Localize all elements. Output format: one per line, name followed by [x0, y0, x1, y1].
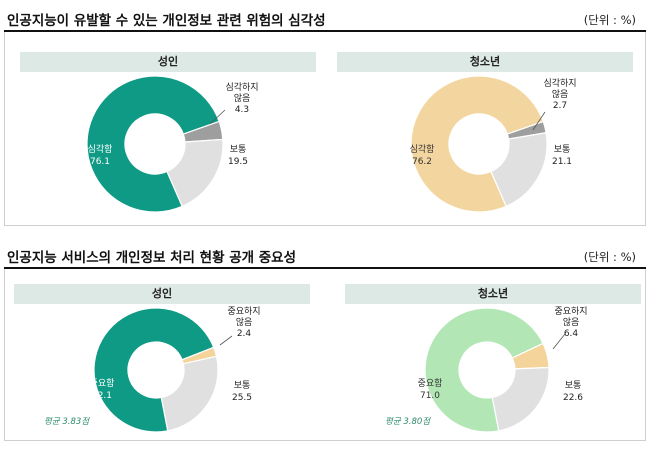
panel-title: 성인 — [20, 52, 316, 72]
slice-category-label: 심각함 — [88, 143, 113, 155]
section-disclosure-importance: 인공지능 서비스의 개인정보 처리 현황 공개 중요성 (단위 : %) 성인 … — [0, 236, 650, 442]
panel-title: 성인 — [14, 284, 310, 304]
slice-value-label: 19.5 — [228, 157, 248, 167]
donut-chart: 심각함 76.2 심각하지 않음2.7 보통 21.1 — [410, 75, 577, 213]
slice-category-label: 중요하지 않음 — [227, 306, 260, 328]
donut-slice — [410, 75, 544, 213]
slice-value-label: 76.2 — [412, 157, 432, 167]
donut-slice — [424, 307, 544, 433]
leader-line — [552, 333, 566, 350]
donut-slice — [490, 132, 548, 208]
section-frame — [4, 32, 646, 226]
slice-category-label: 보통 — [554, 144, 571, 155]
panel-title: 청소년 — [345, 284, 641, 304]
donut-slice — [491, 366, 550, 432]
donut-chart: 중요함 72.1 중요하지 않음2.4 보통 25.5 — [90, 306, 261, 433]
slice-value-label: 71.0 — [420, 391, 440, 401]
slice-value-label: 25.5 — [232, 393, 252, 403]
section-title: 인공지능 서비스의 개인정보 처리 현황 공개 중요성 — [7, 250, 297, 266]
slice-category-label: 보통 — [234, 380, 251, 391]
slice-value-label: 2.7 — [553, 101, 567, 111]
leader-line — [532, 111, 546, 131]
leader-line — [219, 335, 233, 346]
donut-slice — [93, 307, 215, 433]
chart-panel-adult: 성인 중요함 72.1 중요하지 않음 2.4 보통 25.5 평균 3.83점 — [14, 284, 310, 439]
slice-category-label: 심각하지 않음 — [225, 81, 258, 104]
section-title: 인공지능이 유발할 수 있는 개인정보 관련 위험의 심각성 — [7, 13, 326, 29]
donut-slice — [166, 138, 224, 208]
slice-value-label: 76.1 — [90, 157, 110, 167]
slice-value-label: 2.4 — [237, 329, 252, 339]
slice-category-label: 보통 — [230, 144, 247, 155]
chart-panel-adult: 성인 심각함 76.1 심각하지 않음 4.3 보통 19.5 — [20, 52, 316, 222]
chart-panel-youth: 청소년 중요함 71.0 중요하지 않음 6.4 보통 22.6 평균 3.80점 — [345, 284, 641, 439]
slice-category-label: 중요함 — [90, 378, 115, 389]
title-rule — [4, 267, 646, 269]
average-note: 평균 3.83점 — [44, 417, 90, 427]
donut-chart: 중요함 71.0 중요하지 않음6.4 보통 22.6 — [418, 306, 588, 433]
title-rule — [4, 30, 646, 32]
average-note: 평균 3.80점 — [385, 417, 431, 427]
donut-chart: 심각함 76.1 심각하지 않음4.3 보통 19.5 — [86, 75, 259, 213]
slice-value-label: 21.1 — [552, 157, 572, 167]
slice-value-label: 4.3 — [235, 105, 249, 115]
slice-category-label: 중요하지 않음 — [554, 306, 587, 328]
chart-panel-youth: 청소년 심각함 76.2 심각하지 않음 2.7 보통 21.1 — [337, 52, 633, 222]
slice-category-label: 보통 — [565, 380, 582, 391]
slice-value-label: 6.4 — [564, 329, 579, 339]
section-risk-severity: 인공지능이 유발할 수 있는 개인정보 관련 위험의 심각성 (단위 : %) … — [4, 13, 646, 226]
slice-category-label: 심각함 — [410, 143, 435, 155]
panel-title: 청소년 — [337, 52, 633, 72]
donut-slice — [86, 75, 220, 213]
section-frame — [4, 269, 646, 441]
slice-value-label: 72.1 — [92, 391, 112, 401]
slice-category-label: 심각하지 않음 — [543, 77, 576, 100]
slice-category-label: 중요함 — [418, 378, 443, 389]
donut-slice — [160, 355, 219, 432]
unit-label: (단위 : %) — [583, 250, 636, 264]
leader-line — [209, 109, 226, 125]
unit-label: (단위 : %) — [583, 13, 636, 27]
slice-value-label: 22.6 — [563, 393, 583, 403]
